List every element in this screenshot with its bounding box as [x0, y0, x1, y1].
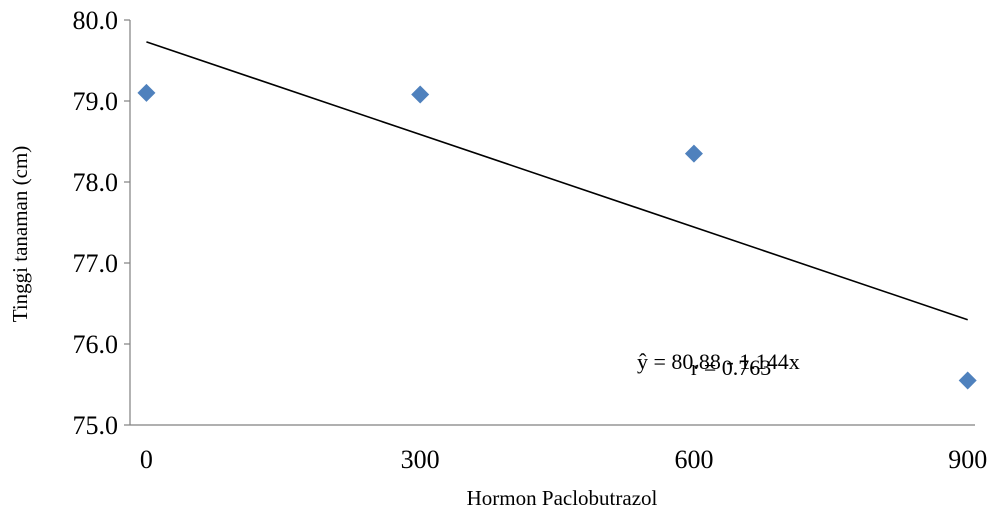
x-axis: 0 300 600 900 — [130, 424, 987, 474]
y-axis: 75.0 76.0 77.0 78.0 79.0 80.0 — [73, 6, 131, 440]
x-tick-label: 900 — [948, 445, 987, 474]
y-tick-label: 79.0 — [73, 87, 119, 116]
data-point — [137, 83, 156, 102]
x-axis-title: Hormon Paclobutrazol — [467, 486, 658, 510]
x-tick-label: 600 — [674, 445, 713, 474]
trendline-group — [146, 41, 968, 321]
x-tick-label: 0 — [140, 445, 153, 474]
y-tick-label: 76.0 — [73, 330, 119, 359]
data-points — [137, 83, 977, 390]
y-tick-label: 75.0 — [73, 411, 119, 440]
y-tick-label: 80.0 — [73, 6, 119, 35]
data-point — [411, 85, 430, 104]
trendline — [146, 41, 968, 321]
r-annotation: r = 0.763 — [691, 355, 771, 380]
y-axis-title: Tinggi tanaman (cm) — [8, 146, 32, 323]
x-tick-label: 300 — [401, 445, 440, 474]
equation-annotation: ŷ = 80.88 - 1.144x — [637, 349, 800, 374]
y-tick-label: 77.0 — [73, 249, 119, 278]
data-point — [684, 144, 703, 163]
data-point — [958, 371, 977, 390]
y-tick-label: 78.0 — [73, 168, 119, 197]
